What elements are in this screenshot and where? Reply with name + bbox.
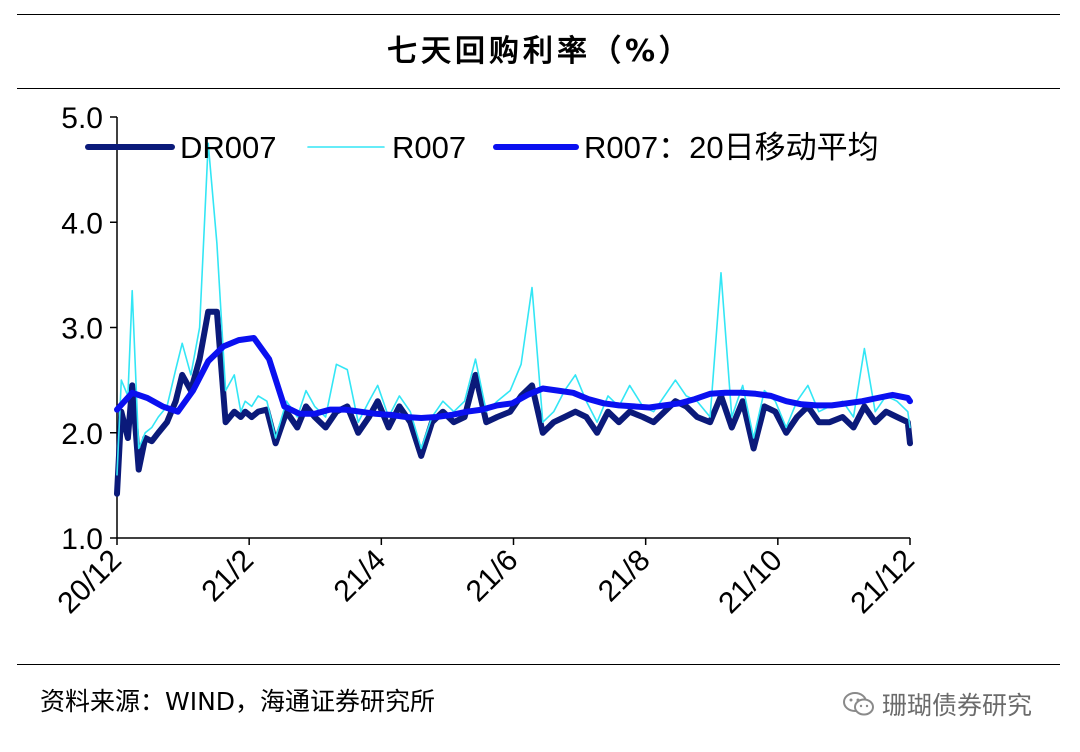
- legend-label-0: DR007: [180, 130, 277, 165]
- y-axis: 1.0 2.0 3.0 4.0 5.0: [61, 102, 118, 556]
- x-tick-label: 21/10: [712, 544, 788, 620]
- wechat-icon: [843, 692, 874, 716]
- series-line-2: [114, 335, 913, 421]
- x-tick-label: 21/6: [460, 544, 525, 609]
- bottom-rule: [17, 664, 1060, 665]
- y-tick-label: 1.0: [61, 523, 103, 556]
- x-tick-label: 21/12: [845, 544, 921, 620]
- y-tick-label: 3.0: [61, 313, 103, 346]
- y-tick-label: 5.0: [61, 102, 103, 135]
- legend-label-2: R007：20日移动平均: [584, 130, 879, 165]
- watermark-text: 珊瑚债券研究: [882, 691, 1033, 720]
- series-layer: [114, 142, 913, 497]
- series-line-0: [114, 308, 913, 497]
- x-tick-label: 21/2: [195, 544, 260, 609]
- source-note: 资料来源：WIND，海通证券研究所: [40, 687, 436, 716]
- top-rule: [17, 14, 1060, 15]
- x-tick-label: 21/4: [328, 544, 393, 609]
- chart-title: 七天回购利率（%）: [386, 34, 694, 69]
- line-chart: 1.02.03.04.05.0 20/12 21/2 21/4 21/6 21/8 21/…: [52, 102, 921, 620]
- y-tick-label: 4.0: [61, 207, 103, 240]
- title-rule: [17, 88, 1060, 89]
- legend: DR007 R007 R007：20日移动平均: [85, 130, 879, 165]
- legend-label-1: R007: [392, 130, 466, 165]
- x-axis: 20/12 21/2 21/4 21/6 21/8 21/10 21/12: [52, 537, 921, 620]
- watermark: 珊瑚债券研究: [842, 686, 1032, 722]
- y-tick-label: 2.0: [61, 418, 103, 451]
- x-tick-label: 21/8: [592, 544, 657, 609]
